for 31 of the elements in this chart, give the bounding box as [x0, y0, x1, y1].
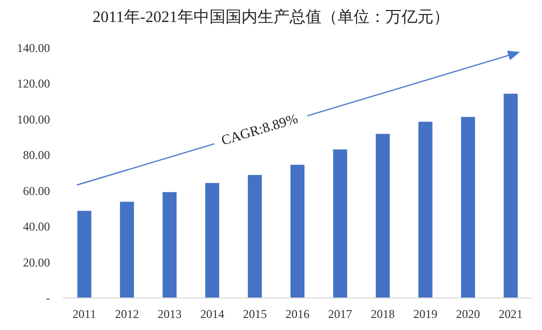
x-tick-label: 2011 [72, 307, 96, 321]
chart-title: 2011年-2021年中国国内生产总值（单位：万亿元） [92, 8, 450, 26]
y-tick-label: 40.00 [23, 220, 50, 234]
bar [205, 183, 220, 298]
y-tick-label: 80.00 [23, 148, 50, 162]
bar [77, 210, 92, 298]
bar [333, 149, 348, 298]
y-tick-label: 60.00 [23, 184, 50, 198]
x-tick-label: 2016 [286, 307, 310, 321]
x-tick-label: 2015 [242, 307, 267, 321]
y-tick-label: 120.00 [17, 76, 50, 91]
x-tick-label: 2013 [158, 307, 182, 321]
y-tick-label: - [46, 291, 50, 305]
y-tick-label: 140.00 [17, 41, 50, 55]
x-tick-label: 2017 [328, 307, 352, 321]
y-tick-label: 20.00 [23, 255, 50, 270]
x-tick-label: 2021 [498, 307, 523, 321]
bar [290, 164, 304, 298]
bar [162, 192, 177, 298]
x-tick-label: 2018 [370, 307, 395, 321]
bar [248, 174, 262, 298]
x-tick-label: 2020 [456, 307, 480, 321]
bar [504, 94, 518, 298]
bar [418, 122, 432, 298]
x-tick-label: 2012 [114, 307, 139, 321]
bar [120, 202, 134, 298]
bar [376, 134, 390, 298]
bar [461, 116, 476, 298]
x-tick-label: 2019 [413, 307, 438, 321]
x-tick-label: 2014 [200, 307, 224, 321]
y-tick-label: 100.00 [17, 112, 50, 126]
